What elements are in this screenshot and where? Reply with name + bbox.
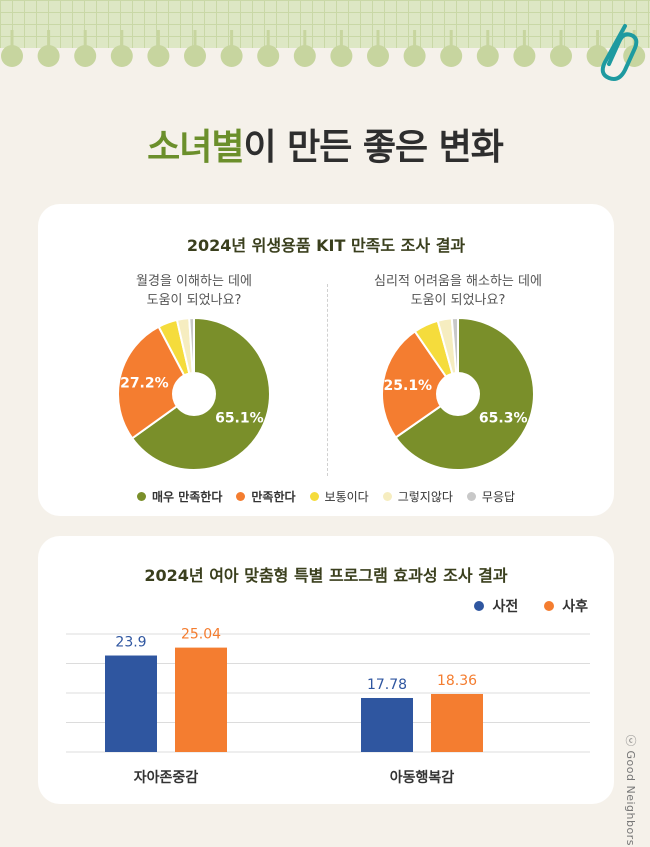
paperclip-icon bbox=[600, 24, 639, 81]
legend-item: 만족한다 bbox=[236, 488, 296, 505]
pie-value-label: 25.1% bbox=[384, 378, 433, 394]
legend-item: 무응답 bbox=[466, 488, 516, 505]
legend-item-after: 사후 bbox=[544, 596, 588, 616]
pie-chart-2: 65.3% 25.1% bbox=[381, 316, 535, 471]
legend-item-before: 사전 bbox=[474, 596, 518, 616]
scallop-stem bbox=[339, 30, 343, 46]
legend-label: 매우 만족한다 bbox=[151, 490, 223, 504]
bar bbox=[361, 697, 413, 752]
scallop-stem bbox=[83, 30, 87, 46]
title-rest: 이 만든 좋은 변화 bbox=[243, 127, 503, 168]
bar-chart: 23.9 25.04 자아존중감 17.78 18.36 아동행복감 bbox=[66, 627, 590, 786]
legend-item: 그렇지않다 bbox=[382, 488, 453, 505]
pie-slice bbox=[117, 325, 196, 440]
question-1: 월경을 이해하는 데에 도움이 되었나요? bbox=[84, 272, 304, 310]
scallop-edge bbox=[1, 30, 646, 67]
scallop-dot bbox=[330, 45, 353, 67]
legend-dot bbox=[309, 492, 319, 501]
bar bbox=[175, 647, 227, 752]
scallop-dot bbox=[74, 45, 97, 67]
bar-value-label: 17.78 bbox=[367, 677, 407, 693]
question-2-line-2: 도움이 되었나요? bbox=[410, 293, 506, 308]
column-divider bbox=[327, 284, 328, 476]
legend-item: 보통이다 bbox=[309, 488, 369, 505]
legend-dot bbox=[382, 492, 392, 501]
pie-value-label: 27.2% bbox=[120, 375, 169, 391]
legend-label: 만족한다 bbox=[251, 490, 296, 504]
scallop-stem bbox=[303, 30, 307, 46]
scallop-stem bbox=[193, 30, 197, 46]
legend-dot bbox=[466, 492, 476, 501]
scallop-dot bbox=[147, 45, 170, 67]
legend-dot bbox=[136, 492, 146, 501]
scallop-stem bbox=[449, 30, 453, 46]
title-highlight: 소녀별 bbox=[147, 127, 244, 168]
scallop-stem bbox=[120, 30, 124, 46]
pie-hole bbox=[436, 372, 480, 416]
program-card: 2024년 여아 맞춤형 특별 프로그램 효과성 조사 결과 사전 사후 23.… bbox=[38, 536, 614, 804]
bar-value-label: 25.04 bbox=[181, 627, 221, 643]
survey-card: 2024년 위생용품 KIT 만족도 조사 결과 월경을 이해하는 데에 도움이… bbox=[38, 204, 614, 516]
legend-label: 무응답 bbox=[481, 490, 516, 504]
scallop-dot bbox=[367, 45, 389, 67]
question-2: 심리적 어려움을 해소하는 데에 도움이 되었나요? bbox=[348, 272, 568, 310]
question-1-line-1: 월경을 이해하는 데에 bbox=[136, 274, 252, 289]
scallop-dot bbox=[257, 45, 280, 67]
bar bbox=[431, 693, 483, 752]
copyright-credit: ⓒ Good Neighbors bbox=[624, 735, 637, 846]
notebook-top-band bbox=[0, 0, 650, 48]
bar-value-label: 23.9 bbox=[115, 635, 146, 651]
scallop-dot bbox=[37, 45, 60, 67]
category-label: 자아존중감 bbox=[134, 769, 199, 786]
legend-label: 사후 bbox=[562, 599, 588, 615]
scallop-stem bbox=[522, 30, 526, 46]
pie-slice bbox=[381, 330, 460, 439]
scallop-dot bbox=[293, 45, 316, 67]
scallop-dot bbox=[513, 45, 536, 67]
scallop-stem bbox=[10, 30, 14, 46]
scallop-stem bbox=[596, 30, 600, 46]
legend-dot bbox=[544, 601, 555, 611]
scallop-stem bbox=[266, 30, 270, 46]
scallop-dot bbox=[476, 45, 499, 67]
scallop-stem bbox=[376, 30, 380, 46]
legend-label: 보통이다 bbox=[324, 490, 369, 504]
scallop-dot bbox=[184, 45, 206, 67]
bar-legend: 사전 사후 bbox=[474, 596, 588, 616]
survey-legend: 매우 만족한다 만족한다 보통이다 그렇지않다 무응답 bbox=[38, 488, 614, 505]
question-2-line-1: 심리적 어려움을 해소하는 데에 bbox=[374, 274, 542, 289]
page-title: 소녀별이 만든 좋은 변화 bbox=[0, 118, 650, 170]
scallop-stem bbox=[559, 30, 563, 46]
category-label: 아동행복감 bbox=[390, 769, 455, 786]
scallop-stem bbox=[486, 30, 490, 46]
scallop-stem bbox=[47, 30, 51, 46]
scallop-stem bbox=[156, 30, 160, 46]
survey-title: 2024년 위생용품 KIT 만족도 조사 결과 bbox=[186, 236, 466, 255]
pie-value-label: 65.3% bbox=[479, 411, 528, 427]
pie-hole bbox=[172, 372, 216, 416]
scallop-dot bbox=[440, 45, 463, 67]
scallop-dot bbox=[220, 45, 243, 67]
legend-dot bbox=[474, 601, 485, 611]
scallop-stem bbox=[413, 30, 417, 46]
bar-value-label: 18.36 bbox=[437, 673, 477, 689]
legend-label: 사전 bbox=[492, 599, 519, 615]
pie-value-label: 65.1% bbox=[215, 410, 264, 426]
scallop-stem bbox=[230, 30, 234, 46]
scallop-dot bbox=[1, 45, 23, 67]
question-1-line-2: 도움이 되었나요? bbox=[146, 293, 242, 308]
legend-dot bbox=[236, 492, 246, 501]
scallop-dot bbox=[550, 45, 572, 67]
legend-item: 매우 만족한다 bbox=[136, 488, 223, 505]
program-title: 2024년 여아 맞춤형 특별 프로그램 효과성 조사 결과 bbox=[144, 566, 508, 585]
scallop-dot bbox=[403, 45, 426, 67]
scallop-dot bbox=[110, 45, 133, 67]
pie-chart-1: 65.1% 27.2% bbox=[117, 316, 271, 471]
legend-label: 그렇지않다 bbox=[397, 490, 453, 504]
bar bbox=[105, 655, 157, 752]
